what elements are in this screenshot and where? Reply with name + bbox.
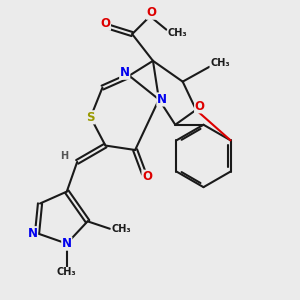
Text: O: O [100, 17, 110, 30]
Text: CH₃: CH₃ [111, 224, 131, 234]
Text: N: N [120, 66, 130, 79]
Text: N: N [62, 237, 72, 250]
Text: H: H [60, 151, 68, 161]
Text: O: O [195, 100, 205, 113]
Text: CH₃: CH₃ [210, 58, 230, 68]
Text: O: O [146, 6, 157, 19]
Text: O: O [142, 170, 152, 183]
Text: N: N [28, 227, 38, 240]
Text: CH₃: CH₃ [168, 28, 188, 38]
Text: N: N [157, 93, 167, 106]
Text: CH₃: CH₃ [57, 268, 76, 278]
Text: S: S [86, 111, 95, 124]
